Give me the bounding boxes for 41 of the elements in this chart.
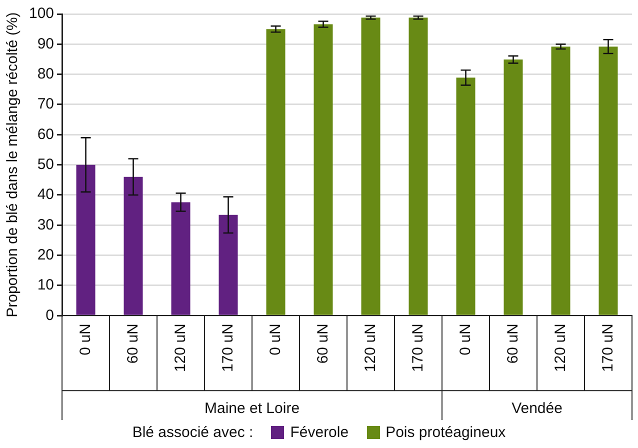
y-tick-label: 50 xyxy=(37,156,54,173)
y-axis-title: Proportion de blé dans le mélange récolté (%) xyxy=(4,12,22,318)
text: Vendée xyxy=(512,400,562,417)
x-tick-label: 170 uN xyxy=(219,324,236,372)
bar xyxy=(408,18,428,315)
x-tick-label: 60 uN xyxy=(504,324,522,364)
y-tick-label: 100 xyxy=(28,5,54,22)
bar xyxy=(361,18,380,315)
y-tick-label: 60 xyxy=(37,126,54,143)
bar xyxy=(504,60,523,315)
legend-title: Blé associé avec : xyxy=(132,424,254,441)
x-tick-label: 120 uN xyxy=(362,324,379,372)
bar xyxy=(314,24,333,315)
x-tick-label: 60 uN xyxy=(314,324,332,364)
y-tick-label: 0 xyxy=(46,306,54,324)
x-tick-label: 0 uN xyxy=(456,324,474,356)
x-tick-label: 0 uN xyxy=(76,324,94,356)
legend-label: Pois protéagineux xyxy=(386,424,506,441)
bar xyxy=(551,46,570,315)
y-tick-label: 10 xyxy=(37,276,54,294)
x-tick-label: 120 uN xyxy=(552,324,569,372)
bar xyxy=(598,46,618,315)
y-tick-label: 90 xyxy=(37,35,54,52)
y-tick-label: 70 xyxy=(37,96,54,113)
text: Maine et Loire xyxy=(204,400,300,417)
bar xyxy=(266,29,286,315)
x-tick-label: 120 uN xyxy=(172,324,189,372)
bar xyxy=(218,214,238,315)
legend-label: Féverole xyxy=(290,424,349,441)
x-tick-label: 170 uN xyxy=(599,324,616,372)
y-tick-label: 80 xyxy=(37,65,54,82)
bar xyxy=(456,78,476,315)
bar xyxy=(76,164,96,315)
bar xyxy=(124,176,143,315)
y-tick-label: 20 xyxy=(37,246,54,264)
bar xyxy=(171,202,190,315)
x-tick-label: 0 uN xyxy=(266,324,284,356)
y-tick-label: 30 xyxy=(37,216,54,234)
x-tick-label: 170 uN xyxy=(409,324,426,372)
x-tick-label: 60 uN xyxy=(124,324,142,364)
y-tick-label: 40 xyxy=(37,186,54,204)
